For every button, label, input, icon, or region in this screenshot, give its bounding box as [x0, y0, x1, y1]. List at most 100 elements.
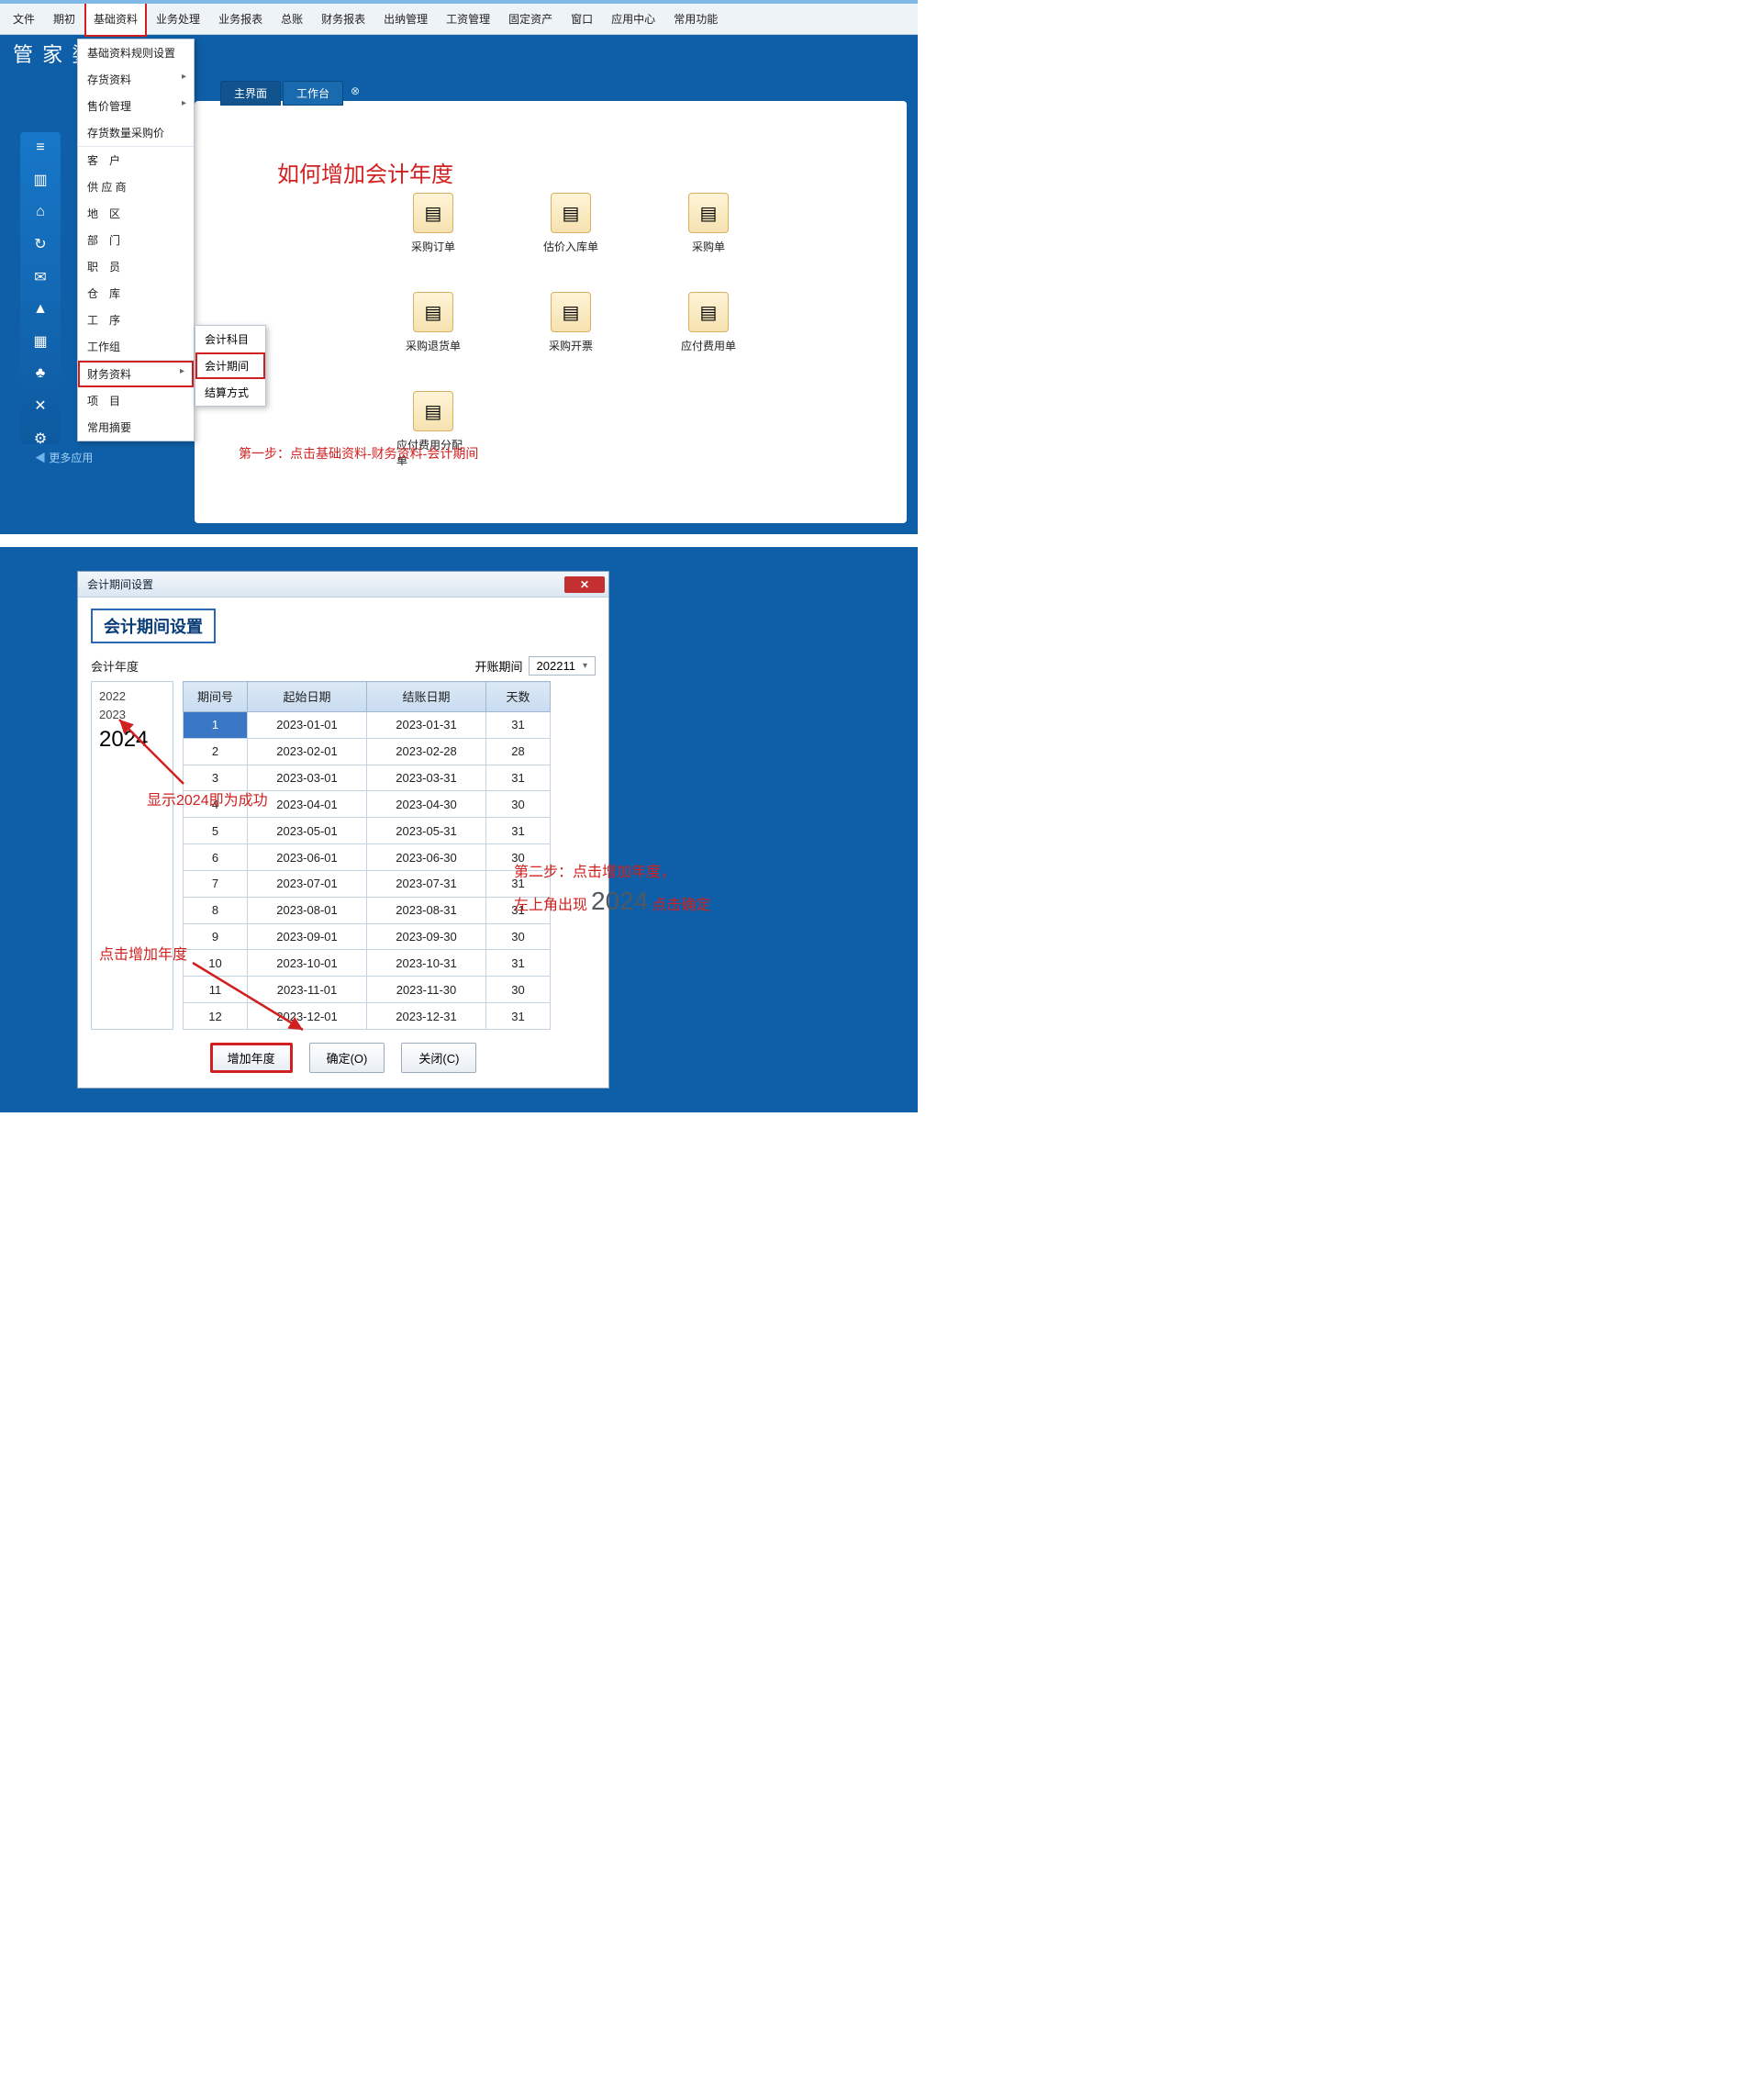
menu-item[interactable]: 期初 [44, 4, 84, 35]
table-cell: 2023-10-31 [367, 950, 486, 977]
wrench-icon[interactable]: ✕ [30, 397, 50, 415]
menu-item[interactable]: 常用功能 [664, 4, 727, 35]
dropdown-sub-item[interactable]: 会计科目 [195, 326, 265, 352]
sidebar-more-label[interactable]: ◀ 更多应用 [35, 450, 93, 465]
table-row[interactable]: 42023-04-012023-04-3030 [184, 791, 551, 818]
table-cell: 2023-11-30 [367, 977, 486, 1003]
table-cell: 2023-11-01 [248, 977, 367, 1003]
tile-label: 应付费用单 [681, 338, 736, 353]
table-cell: 2023-07-01 [248, 870, 367, 897]
dropdown-item[interactable]: 存货资料 [78, 66, 194, 93]
ok-button[interactable]: 确定(O) [309, 1043, 385, 1073]
person-icon[interactable]: ▲ [30, 301, 50, 318]
dropdown-item[interactable]: 职 员 [78, 253, 194, 280]
year-list[interactable]: 202220232024 [91, 681, 173, 1030]
table-row[interactable]: 12023-01-012023-01-3131 [184, 711, 551, 738]
table-row[interactable]: 72023-07-012023-07-3131 [184, 870, 551, 897]
desktop-tile[interactable]: ▤采购订单 [396, 193, 470, 254]
table-cell: 31 [486, 711, 551, 738]
org-icon[interactable]: ♣ [30, 365, 50, 382]
grid-icon[interactable]: ▦ [30, 332, 50, 351]
table-row[interactable]: 92023-09-012023-09-3030 [184, 923, 551, 950]
table-cell: 30 [486, 844, 551, 871]
accounting-period-dialog: 会计期间设置 ✕ 会计期间设置 会计年度 开账期间 202211 ▾ [77, 571, 609, 1089]
desktop-tile[interactable]: ▤应付费用单 [672, 292, 745, 353]
menu-item[interactable]: 工资管理 [437, 4, 499, 35]
menu-item[interactable]: 基础资料 [84, 2, 147, 37]
dropdown-item[interactable]: 地 区 [78, 200, 194, 227]
table-row[interactable]: 112023-11-012023-11-3030 [184, 977, 551, 1003]
open-period-select[interactable]: 202211 ▾ [529, 656, 596, 676]
table-cell: 31 [486, 897, 551, 923]
menu-item[interactable]: 固定资产 [499, 4, 562, 35]
desktop-tile[interactable]: ▤采购退货单 [396, 292, 470, 353]
dropdown-item[interactable]: 工 序 [78, 307, 194, 333]
menu-item[interactable]: 窗口 [562, 4, 602, 35]
menu-item[interactable]: 应用中心 [602, 4, 664, 35]
table-row[interactable]: 62023-06-012023-06-3030 [184, 844, 551, 871]
table-row[interactable]: 22023-02-012023-02-2828 [184, 738, 551, 765]
dropdown-sub-item[interactable]: 结算方式 [195, 379, 265, 406]
dropdown-item[interactable]: 供 应 商 [78, 173, 194, 200]
table-cell: 4 [184, 791, 248, 818]
dropdown-item[interactable]: 仓 库 [78, 280, 194, 307]
close-button[interactable]: 关闭(C) [401, 1043, 476, 1073]
table-row[interactable]: 82023-08-012023-08-3131 [184, 897, 551, 923]
dropdown-sub-item[interactable]: 会计期间 [195, 352, 265, 379]
screenshot-1: 文件期初基础资料业务处理业务报表总账财务报表出纳管理工资管理固定资产窗口应用中心… [0, 0, 918, 534]
menu-item[interactable]: 总账 [272, 4, 312, 35]
annotation-step-1: 第一步：点击基础资料-财务资料-会计期间 [239, 444, 478, 463]
table-row[interactable]: 122023-12-012023-12-3131 [184, 1003, 551, 1030]
table-row[interactable]: 32023-03-012023-03-3131 [184, 765, 551, 791]
dropdown-item[interactable]: 客 户 [78, 147, 194, 173]
mail-icon[interactable]: ✉ [30, 268, 50, 286]
table-cell: 2023-07-31 [367, 870, 486, 897]
menu-bar: 文件期初基础资料业务处理业务报表总账财务报表出纳管理工资管理固定资产窗口应用中心… [0, 4, 918, 35]
desktop-tile[interactable]: ▤采购开票 [534, 292, 608, 353]
desktop-tile[interactable]: ▤估价入库单 [534, 193, 608, 254]
table-row[interactable]: 102023-10-012023-10-3131 [184, 950, 551, 977]
table-cell: 2023-02-01 [248, 738, 367, 765]
table-cell: 2023-09-30 [367, 923, 486, 950]
dropdown-item[interactable]: 工作组 [78, 333, 194, 360]
dropdown-item[interactable]: 常用摘要 [78, 414, 194, 441]
menu-item[interactable]: 出纳管理 [374, 4, 437, 35]
tile-label: 采购订单 [411, 239, 455, 254]
dropdown-item[interactable]: 部 门 [78, 227, 194, 253]
tab-close-icon[interactable]: ⊗ [345, 81, 365, 106]
table-row[interactable]: 52023-05-012023-05-3131 [184, 818, 551, 844]
table-cell: 8 [184, 897, 248, 923]
table-cell: 31 [486, 765, 551, 791]
dropdown-item[interactable]: 存货数量采购价 [78, 119, 194, 146]
table-cell: 30 [486, 977, 551, 1003]
dialog-close-button[interactable]: ✕ [564, 576, 605, 593]
add-year-button[interactable]: 增加年度 [210, 1043, 293, 1073]
table-cell: 3 [184, 765, 248, 791]
dropdown-item[interactable]: 财务资料 [78, 361, 194, 387]
tile-icon: ▤ [551, 292, 591, 332]
tile-label: 采购单 [692, 239, 725, 254]
menu-item[interactable]: 财务报表 [312, 4, 374, 35]
refresh-icon[interactable]: ↻ [30, 235, 50, 253]
home-icon[interactable]: ⌂ [30, 204, 50, 220]
table-cell: 2023-12-01 [248, 1003, 367, 1030]
bars-icon[interactable]: ≡ [30, 140, 50, 156]
year-item[interactable]: 2022 [99, 687, 165, 706]
tab-worktable[interactable]: 工作台 [283, 81, 343, 106]
table-header: 期间号 [184, 682, 248, 712]
menu-item[interactable]: 文件 [4, 4, 44, 35]
table-cell: 2023-05-01 [248, 818, 367, 844]
table-cell: 12 [184, 1003, 248, 1030]
menu-item[interactable]: 业务报表 [209, 4, 272, 35]
dropdown-item[interactable]: 项 目 [78, 387, 194, 414]
dropdown-item[interactable]: 基础资料规则设置 [78, 39, 194, 66]
year-item[interactable]: 2023 [99, 706, 165, 724]
year-item-new[interactable]: 2024 [99, 723, 165, 756]
tile-icon: ▤ [688, 193, 729, 233]
gear-icon[interactable]: ⚙ [30, 430, 50, 448]
chart-icon[interactable]: ▥ [30, 171, 50, 189]
menu-item[interactable]: 业务处理 [147, 4, 209, 35]
desktop-tile[interactable]: ▤ 采购单 [672, 193, 745, 254]
dropdown-item[interactable]: 售价管理 [78, 93, 194, 119]
tab-main[interactable]: 主界面 [220, 81, 281, 106]
